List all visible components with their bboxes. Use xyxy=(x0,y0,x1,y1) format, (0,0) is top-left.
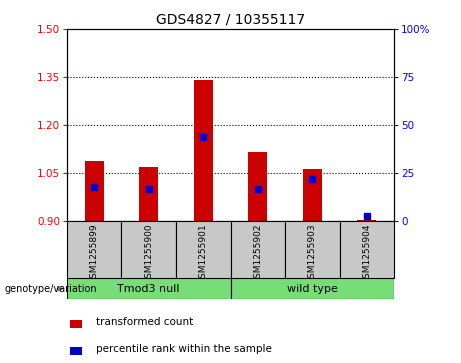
Bar xyxy=(285,221,340,278)
Text: wild type: wild type xyxy=(287,284,338,294)
Bar xyxy=(194,80,213,221)
Bar xyxy=(67,221,121,278)
Bar xyxy=(139,167,158,221)
Text: transformed count: transformed count xyxy=(96,318,194,327)
Bar xyxy=(67,278,230,299)
Bar xyxy=(248,152,267,221)
Text: GSM1255901: GSM1255901 xyxy=(199,223,208,284)
Bar xyxy=(303,168,322,221)
Bar xyxy=(84,160,104,221)
Text: genotype/variation: genotype/variation xyxy=(5,284,97,294)
Text: percentile rank within the sample: percentile rank within the sample xyxy=(96,344,272,354)
Text: GSM1255903: GSM1255903 xyxy=(308,223,317,284)
Bar xyxy=(357,220,377,221)
Text: GSM1255902: GSM1255902 xyxy=(253,223,262,284)
Bar xyxy=(230,278,394,299)
Bar xyxy=(70,320,82,328)
Text: GSM1255904: GSM1255904 xyxy=(362,223,372,284)
Bar xyxy=(176,221,230,278)
Text: GSM1255900: GSM1255900 xyxy=(144,223,153,284)
Bar xyxy=(70,347,82,355)
Text: Tmod3 null: Tmod3 null xyxy=(118,284,180,294)
Title: GDS4827 / 10355117: GDS4827 / 10355117 xyxy=(156,12,305,26)
Bar xyxy=(121,221,176,278)
Bar xyxy=(340,221,394,278)
Bar xyxy=(230,221,285,278)
Text: GSM1255899: GSM1255899 xyxy=(89,223,99,284)
